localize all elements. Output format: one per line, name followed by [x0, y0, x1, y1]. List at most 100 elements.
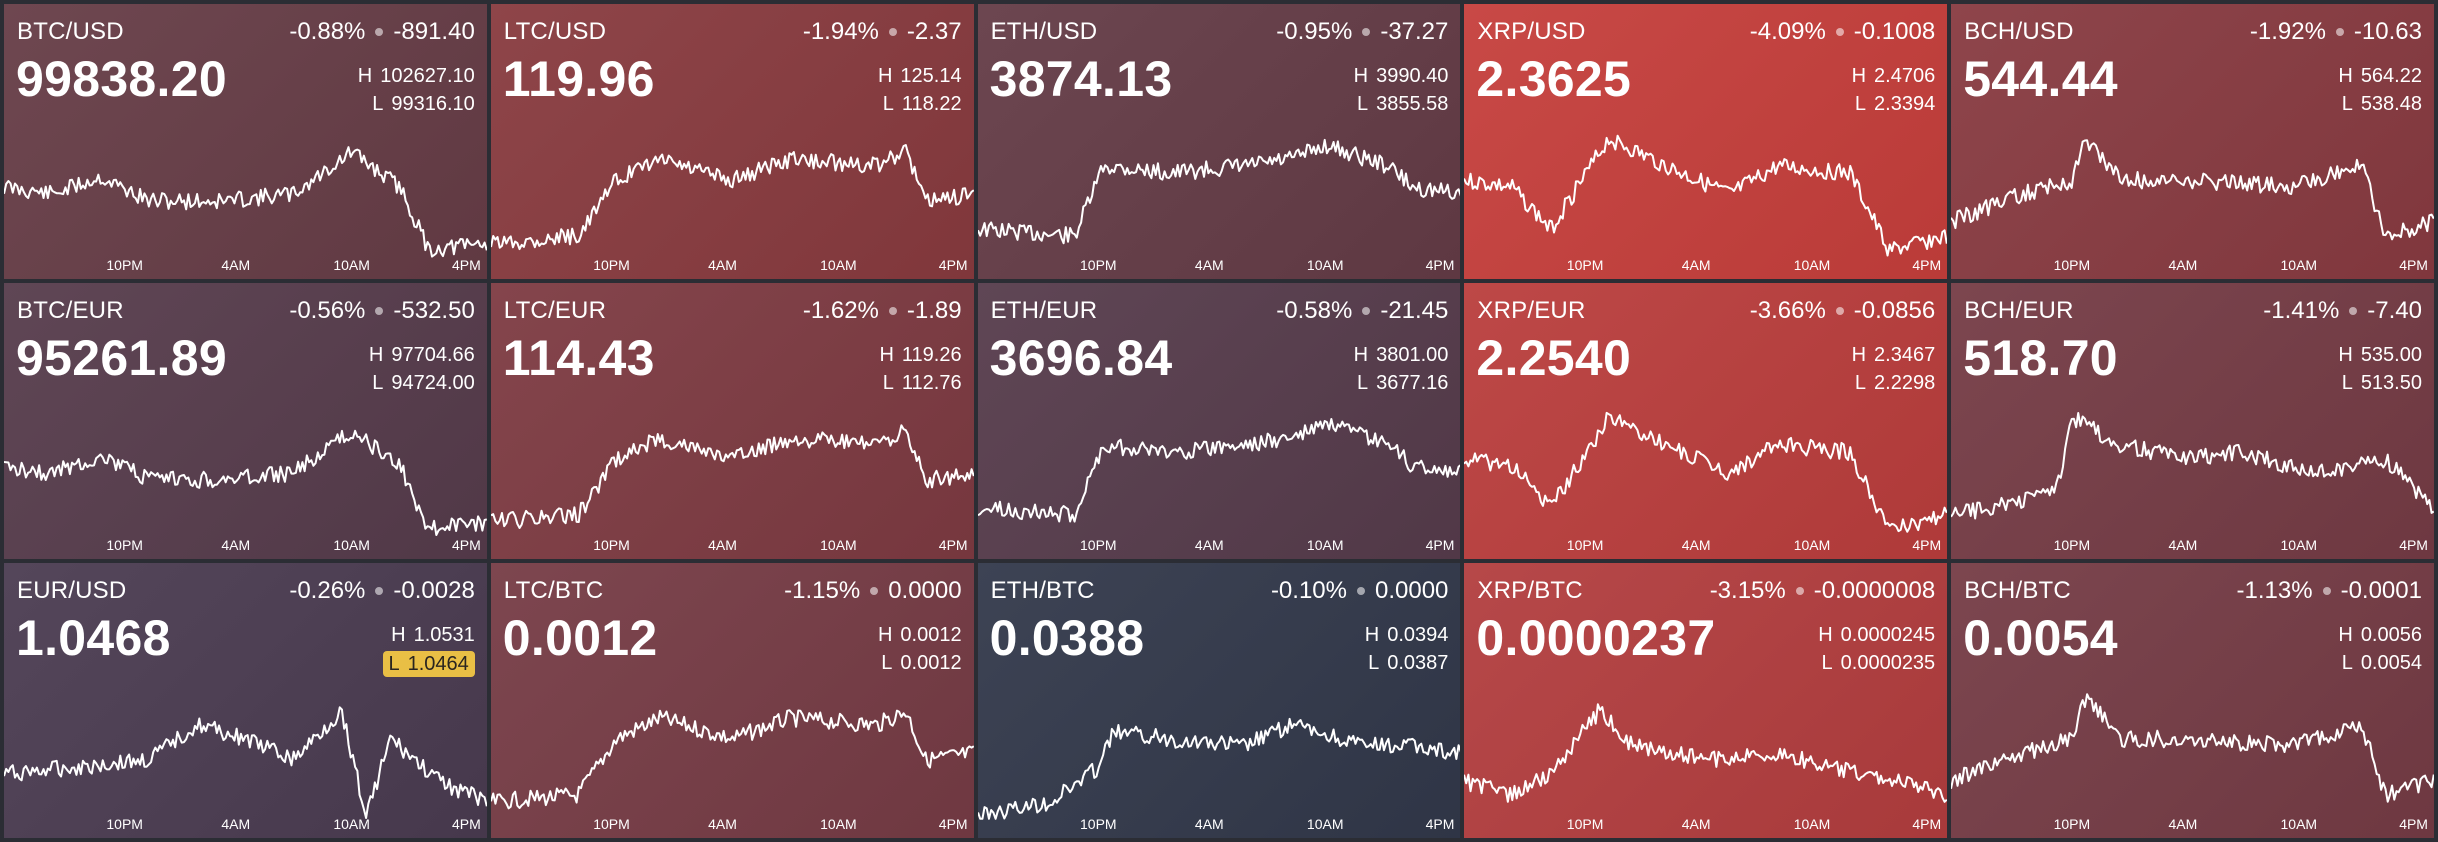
low-row: L 0.0387 [1365, 649, 1448, 677]
pair-name: BCH/EUR [1964, 297, 2074, 325]
separator-dot-icon [375, 586, 384, 595]
sparkline-chart [490, 144, 974, 251]
separator-dot-icon [2335, 28, 2344, 36]
ticker-tile[interactable]: XRP/USD -4.09% -0.1008 2.3625 H 2.4706 L… [1464, 4, 1948, 280]
high-value: 0.0000245 [1840, 623, 1936, 646]
low-row: L 3855.58 [1354, 90, 1448, 118]
ticker-tile[interactable]: ETH/EUR -0.58% -21.45 3696.84 H 3801.00 … [977, 283, 1461, 559]
sparkline-chart [1951, 412, 2434, 520]
ticker-tile[interactable]: LTC/BTC -1.15% 0.0000 0.0012 H 0.0012 L … [490, 562, 974, 838]
ticker-tile[interactable]: ETH/USD -0.95% -37.27 3874.13 H 3990.40 … [977, 4, 1461, 280]
time-axis-label: 10AM [1306, 536, 1344, 553]
low-label: L [388, 652, 400, 675]
change-absolute: -891.40 [393, 18, 475, 45]
separator-dot-icon [375, 28, 384, 36]
high-row: H 535.00 [2338, 341, 2422, 369]
pair-name: ETH/BTC [990, 576, 1095, 604]
ticker-tile[interactable]: BTC/EUR -0.56% -532.50 95261.89 H 97704.… [4, 283, 487, 559]
low-label: L [1368, 651, 1380, 674]
sparkline-chart [977, 717, 1461, 820]
ticker-tile[interactable]: BCH/USD -1.92% -10.63 544.44 H 564.22 L … [1951, 4, 2434, 280]
time-axis-label: 10AM [1793, 816, 1831, 832]
low-value: 513.50 [2360, 372, 2422, 395]
low-value: 99316.10 [391, 93, 475, 115]
pair-name: ETH/USD [990, 18, 1098, 45]
change-percent: -0.10% [1270, 576, 1347, 604]
sparkline-path [4, 146, 487, 258]
change-group: -1.94% -2.37 [803, 18, 962, 46]
low-value: 2.2298 [1874, 372, 1936, 395]
high-value: 125.14 [900, 65, 962, 87]
time-axis-label: 4AM [1194, 536, 1224, 553]
last-price: 3696.84 [989, 330, 1173, 387]
change-percent: -0.56% [289, 297, 366, 325]
sparkline-chart [4, 146, 487, 258]
time-axis-label: 10PM [106, 536, 143, 553]
time-axis-label: 4AM [2168, 816, 2198, 832]
change-percent: -0.95% [1276, 18, 1353, 45]
sparkline-path [490, 424, 974, 530]
high-label: H [357, 65, 373, 87]
last-price: 99838.20 [16, 51, 227, 107]
sparkline-chart [1464, 134, 1948, 257]
time-axis-label: 4AM [1681, 816, 1711, 832]
sparkline-path [1464, 412, 1948, 534]
high-row: H 102627.10 [358, 62, 475, 90]
ticker-tile[interactable]: LTC/EUR -1.62% -1.89 114.43 H 119.26 L 1… [490, 283, 974, 559]
pair-name: BCH/BTC [1964, 576, 2071, 604]
change-absolute: -1.89 [906, 297, 962, 325]
ticker-tile[interactable]: BCH/BTC -1.13% -0.0001 0.0054 H 0.0056 L… [1951, 562, 2434, 838]
change-percent: -1.62% [802, 297, 879, 325]
ticker-tile[interactable]: XRP/EUR -3.66% -0.0856 2.2540 H 2.3467 L… [1464, 283, 1948, 559]
pair-name: XRP/USD [1477, 18, 1586, 45]
separator-dot-icon [1362, 307, 1371, 316]
sparkline-chart [1464, 702, 1948, 803]
time-axis-label: 4AM [1681, 536, 1711, 553]
change-percent: -1.13% [2236, 576, 2313, 604]
change-percent: -1.94% [802, 18, 879, 45]
time-axis-label: 4PM [1912, 816, 1942, 832]
low-label: L [372, 372, 384, 395]
last-price: 1.0468 [16, 609, 171, 666]
change-group: -0.88% -891.40 [289, 18, 474, 46]
ticker-tile[interactable]: LTC/USD -1.94% -2.37 119.96 H 125.14 L 1… [490, 4, 974, 280]
last-price: 544.44 [1963, 51, 2118, 107]
low-value: 2.3394 [1874, 93, 1936, 115]
time-axis-label: 4PM [1425, 536, 1455, 553]
ticker-tile[interactable]: ETH/BTC -0.10% 0.0000 0.0388 H 0.0394 L … [977, 562, 1461, 838]
time-axis: 10PM 4AM 10AM 4PM [978, 253, 1461, 273]
low-row: L 2.2298 [1852, 369, 1936, 397]
low-value: 94724.00 [391, 372, 475, 395]
pair-name: LTC/USD [503, 18, 607, 45]
sparkline-chart [4, 705, 487, 819]
high-label: H [877, 623, 893, 646]
ticker-tile[interactable]: XRP/BTC -3.15% -0.0000008 0.0000237 H 0.… [1464, 562, 1948, 838]
time-axis-label: 10PM [106, 257, 143, 274]
separator-dot-icon [1835, 28, 1844, 36]
change-group: -1.13% -0.0001 [2237, 577, 2422, 605]
sparkline-path [490, 144, 974, 251]
high-label: H [877, 65, 893, 87]
last-price: 2.3625 [1476, 51, 1632, 107]
separator-dot-icon [375, 307, 384, 316]
high-low-box: H 3801.00 L 3677.16 [1354, 341, 1449, 397]
ticker-tile[interactable]: BTC/USD -0.88% -891.40 99838.20 H 102627… [4, 4, 487, 280]
low-value: 538.48 [2360, 93, 2422, 115]
time-axis-label: 4PM [1912, 257, 1942, 274]
change-group: -0.58% -21.45 [1276, 297, 1448, 325]
time-axis-label: 4PM [452, 257, 481, 274]
low-value: 118.22 [901, 93, 962, 115]
time-axis: 10PM 4AM 10AM 4PM [1951, 533, 2434, 553]
high-label: H [1353, 65, 1369, 87]
change-absolute: -10.63 [2353, 18, 2422, 45]
low-label: L [1821, 651, 1833, 674]
ticker-tile[interactable]: EUR/USD -0.26% -0.0028 1.0468 H 1.0531 L… [4, 562, 487, 838]
time-axis-label: 10AM [820, 257, 857, 274]
high-low-box: H 2.3467 L 2.2298 [1852, 341, 1936, 397]
sparkline-chart [1464, 412, 1948, 534]
change-group: -0.10% 0.0000 [1271, 577, 1448, 605]
low-label: L [1854, 93, 1867, 115]
ticker-tile[interactable]: BCH/EUR -1.41% -7.40 518.70 H 535.00 L 5… [1951, 283, 2434, 559]
sparkline-path [490, 708, 974, 809]
